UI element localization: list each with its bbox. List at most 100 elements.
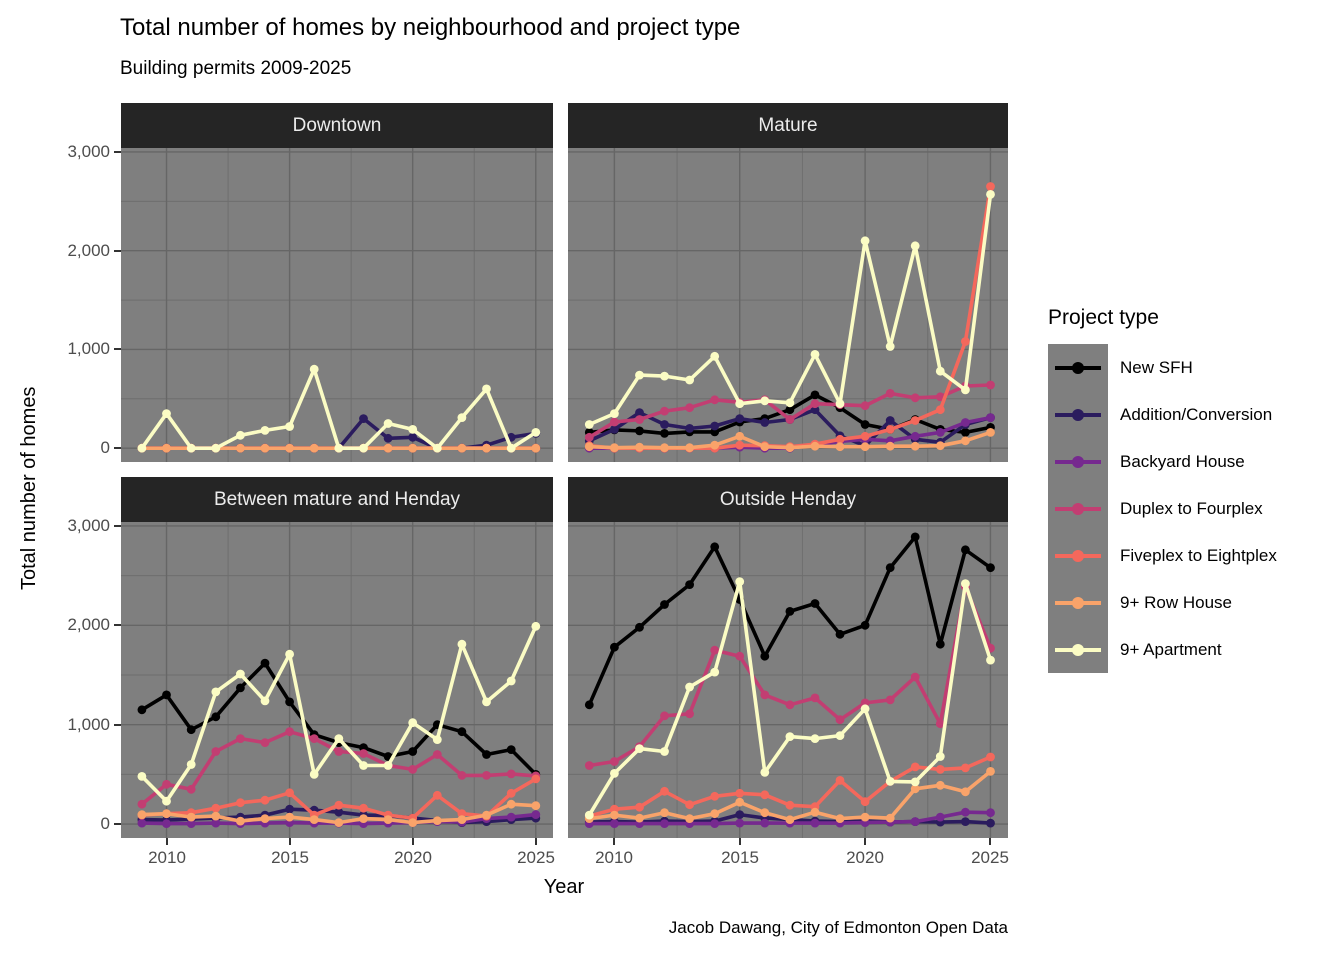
y-tick-mark: [114, 250, 121, 252]
legend-entries: New SFH Addition/Conversion Backyard House…: [1048, 344, 1338, 673]
data-point-new-sfh: [810, 390, 820, 400]
data-point-9-row-house: [935, 780, 945, 790]
data-point-9-apartment: [457, 413, 467, 422]
data-point-fiveplex-to-eightplex: [531, 774, 541, 784]
x-tick-mark: [989, 838, 991, 845]
facet-plot: [121, 148, 553, 462]
data-point-9-apartment: [810, 350, 820, 359]
legend-label: 9+ Row House: [1120, 592, 1232, 612]
legend-entry-9-apartment: 9+ Apartment: [1048, 626, 1338, 673]
data-point-9-apartment: [760, 396, 770, 406]
data-point-9-apartment: [935, 366, 945, 376]
data-point-fiveplex-to-eightplex: [236, 798, 245, 808]
legend-key-dot: [1072, 408, 1084, 421]
legend-label: Duplex to Fourplex: [1120, 498, 1263, 518]
data-point-9-row-house: [383, 815, 393, 824]
data-point-fiveplex-to-eightplex: [885, 425, 895, 434]
data-point-duplex-to-fourplex: [860, 401, 870, 411]
data-point-9-apartment: [860, 704, 870, 714]
data-point-duplex-to-fourplex: [506, 769, 516, 779]
legend-key-icon: [1048, 344, 1108, 391]
data-point-addition-conversion: [408, 432, 418, 442]
data-point-duplex-to-fourplex: [211, 747, 221, 756]
data-point-9-apartment: [835, 731, 845, 740]
data-point-duplex-to-fourplex: [760, 690, 770, 700]
data-point-9-apartment: [383, 761, 393, 770]
data-point-fiveplex-to-eightplex: [961, 337, 970, 346]
data-point-addition-conversion: [334, 807, 344, 817]
data-point-9-apartment: [584, 420, 594, 429]
data-point-9-apartment: [635, 370, 644, 380]
data-point-9-row-house: [531, 801, 541, 811]
data-point-9-row-house: [211, 811, 221, 821]
x-tick-mark: [412, 838, 414, 845]
data-point-addition-conversion: [986, 818, 995, 828]
data-point-9-apartment: [236, 430, 245, 440]
data-point-9-row-house: [309, 815, 319, 824]
data-point-9-row-house: [710, 809, 720, 819]
facet-strip-label: Downtown: [292, 114, 382, 136]
data-point-9-row-house: [186, 812, 196, 822]
data-point-9-apartment: [810, 734, 820, 743]
legend-label: Addition/Conversion: [1120, 404, 1273, 424]
facet-strip-label: Mature: [758, 114, 818, 136]
data-point-9-row-house: [760, 808, 770, 818]
series-new-sfh: [584, 532, 995, 710]
y-tick-mark: [114, 624, 121, 626]
legend-key-icon: [1048, 626, 1108, 673]
data-point-fiveplex-to-eightplex: [710, 791, 720, 801]
data-point-9-apartment: [162, 796, 171, 806]
legend-key-dot: [1072, 549, 1084, 562]
data-point-backyard-house: [137, 818, 147, 828]
data-point-backyard-house: [961, 418, 970, 427]
data-point-new-sfh: [986, 563, 995, 573]
data-point-9-apartment: [635, 744, 644, 753]
data-point-fiveplex-to-eightplex: [506, 788, 516, 798]
data-point-duplex-to-fourplex: [986, 380, 995, 390]
y-tick-label: 1,000: [67, 339, 110, 358]
data-point-9-row-house: [660, 808, 669, 818]
facet-plot: [568, 522, 1008, 838]
x-tick-mark: [739, 838, 741, 845]
data-point-new-sfh: [810, 599, 820, 608]
data-point-9-apartment: [785, 398, 795, 408]
data-point-9-row-house: [660, 443, 669, 453]
data-point-9-row-house: [785, 815, 795, 824]
data-point-9-row-house: [635, 442, 644, 452]
facet-panel-mature: [568, 148, 1008, 462]
data-point-9-row-house: [584, 442, 594, 452]
data-point-9-apartment: [531, 621, 541, 631]
series-9-row-house: [584, 428, 995, 453]
data-point-backyard-house: [935, 812, 945, 822]
data-point-backyard-house: [186, 819, 196, 828]
data-point-duplex-to-fourplex: [137, 799, 147, 809]
data-point-9-row-house: [760, 442, 770, 452]
data-point-new-sfh: [236, 683, 245, 693]
data-point-backyard-house: [610, 819, 619, 828]
y-tick-label: 0: [100, 438, 110, 457]
data-point-backyard-house: [961, 807, 970, 817]
series-line-9-apartment: [588, 194, 993, 427]
facet-plot: [568, 148, 1008, 462]
data-point-backyard-house: [760, 818, 770, 828]
data-point-9-row-house: [961, 787, 970, 797]
data-point-9-apartment: [137, 772, 147, 781]
data-point-9-apartment: [457, 639, 467, 649]
data-point-addition-conversion: [735, 810, 745, 819]
y-axis-title: Total number of homes: [18, 386, 40, 590]
data-point-backyard-house: [910, 431, 920, 441]
caption: Jacob Dawang, City of Edmonton Open Data: [668, 918, 1008, 937]
series-9-apartment: [584, 190, 995, 429]
data-point-9-apartment: [710, 667, 720, 677]
data-point-duplex-to-fourplex: [482, 771, 491, 780]
data-point-9-apartment: [961, 385, 970, 395]
data-point-duplex-to-fourplex: [309, 734, 319, 743]
x-tick-label: 2025: [971, 848, 1009, 867]
data-point-duplex-to-fourplex: [835, 715, 845, 725]
data-point-9-apartment: [584, 810, 594, 820]
data-point-fiveplex-to-eightplex: [835, 434, 845, 444]
data-point-duplex-to-fourplex: [334, 747, 344, 756]
data-point-9-row-house: [457, 443, 467, 453]
x-tick-label: 2010: [595, 848, 633, 867]
